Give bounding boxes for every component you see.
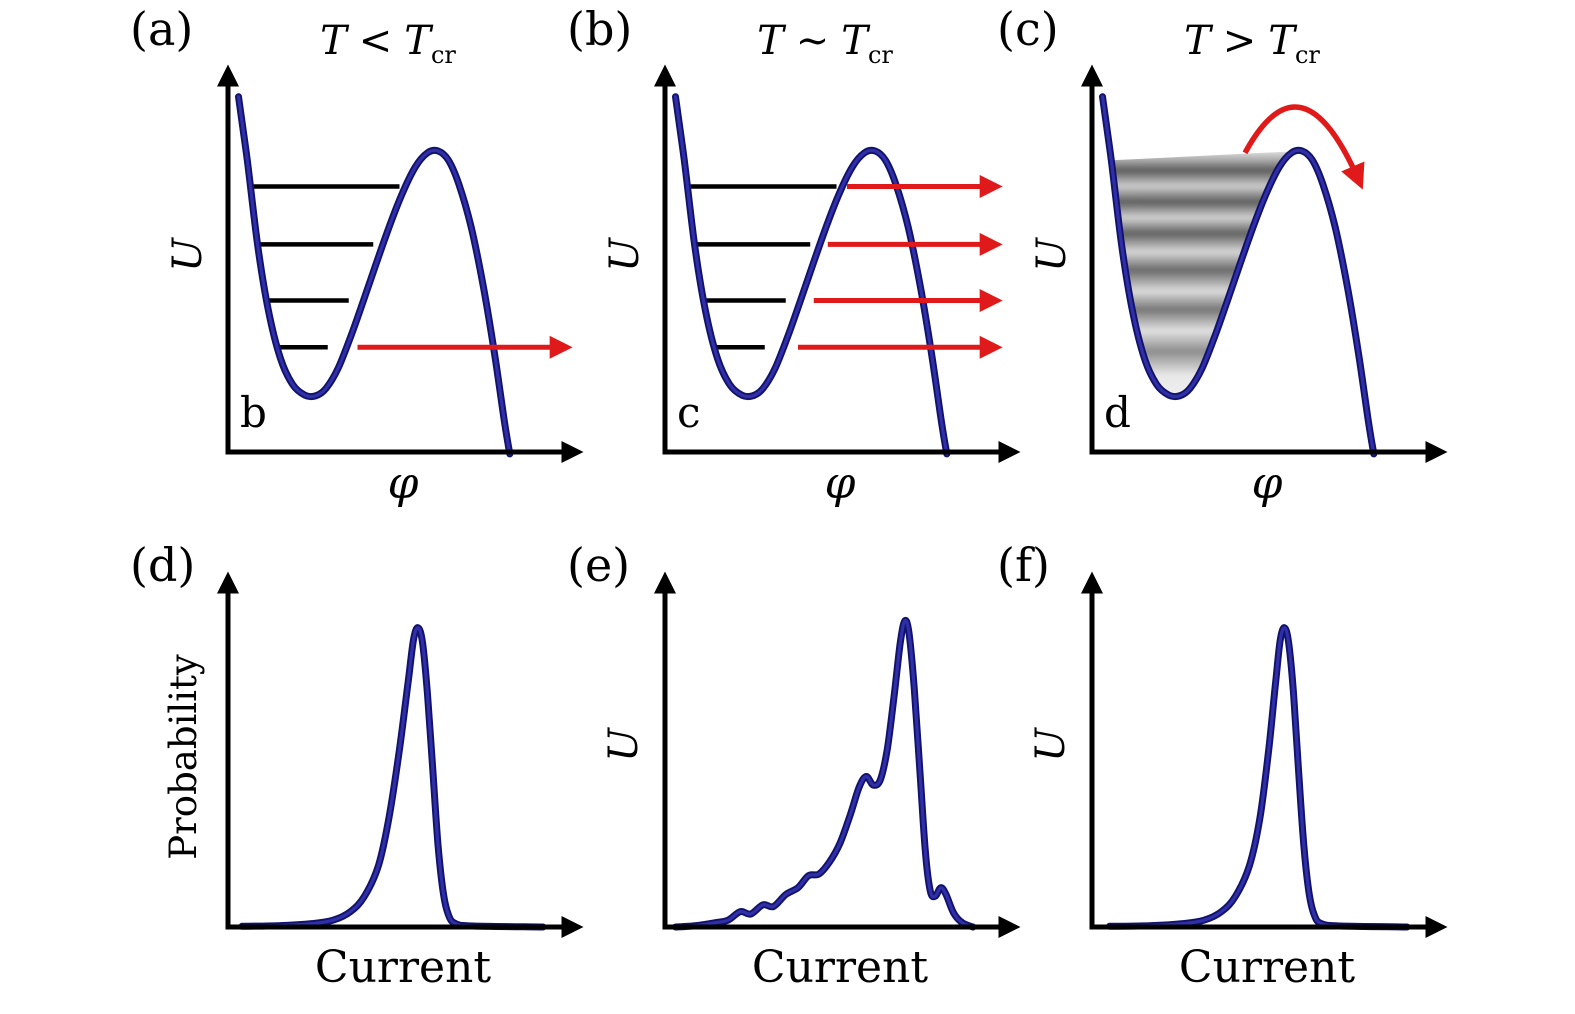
curve-outline <box>238 624 547 931</box>
distribution-curve <box>240 626 545 929</box>
panel-d-corner-label: (d) <box>130 538 196 592</box>
panel-a-title: T < Tcr <box>213 18 563 69</box>
panel-c-title: T > Tcr <box>1077 18 1427 69</box>
title-variable: T <box>757 18 784 64</box>
title-subscript: cr <box>867 41 893 69</box>
panel-c-ylabel: U <box>1029 238 1075 272</box>
potential-curve <box>1100 95 1376 456</box>
potential-curve <box>673 95 949 456</box>
panel-d-ylabel: Probability <box>161 654 205 860</box>
panel-a-ylabel: U <box>165 238 211 272</box>
title-variable: T <box>1184 18 1211 64</box>
panel-c-inner-letter: d <box>1104 388 1131 437</box>
panel-b-ylabel: U <box>602 238 648 272</box>
title-variable-2: T <box>404 18 431 64</box>
panel-a-corner-label: (a) <box>130 2 194 56</box>
panel-e-xlabel: Current <box>751 942 929 993</box>
panel-b-corner-label: (b) <box>567 2 633 56</box>
curve-outline <box>1106 624 1411 931</box>
panel-e-corner-label: (e) <box>567 538 631 592</box>
title-variable-2: T <box>1268 18 1295 64</box>
title-operator: > <box>1222 18 1257 64</box>
panel-b-title: T ∼ Tcr <box>650 18 1000 69</box>
curve-outline <box>235 93 514 458</box>
thermal-smear <box>1111 150 1302 396</box>
over-barrier-arrow <box>1242 104 1365 190</box>
title-subscript: cr <box>1294 41 1320 69</box>
panel-c-corner-label: (c) <box>997 2 1059 56</box>
curve-outline <box>672 93 951 458</box>
panel-f-corner-label: (f) <box>997 538 1050 592</box>
title-operator: ∼ <box>795 18 830 64</box>
title-subscript: cr <box>430 41 456 69</box>
potential-curve <box>236 95 512 456</box>
panel-c-xlabel: φ <box>1251 458 1283 509</box>
title-variable-2: T <box>841 18 868 64</box>
panel-f-ylabel: U <box>1028 728 1074 762</box>
distribution-curve <box>1107 626 1409 929</box>
panel-d-xlabel: Current <box>314 942 492 993</box>
panel-b-xlabel: φ <box>824 458 856 509</box>
distribution-curve <box>673 618 975 929</box>
panel-a-inner-letter: b <box>240 388 267 437</box>
panel-b-inner-letter: c <box>677 388 701 437</box>
panel-e-ylabel: U <box>601 728 647 762</box>
title-variable: T <box>320 18 347 64</box>
panel-f-xlabel: Current <box>1178 942 1356 993</box>
panel-a-xlabel: φ <box>387 458 419 509</box>
title-operator: < <box>358 18 393 64</box>
